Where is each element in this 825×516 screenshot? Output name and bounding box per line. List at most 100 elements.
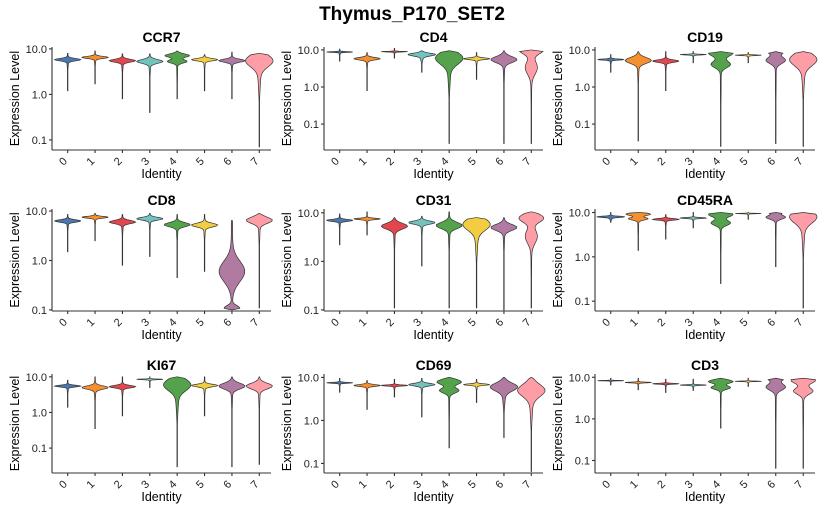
violin-cluster-5 [191, 54, 218, 92]
violin-cluster-7 [246, 212, 273, 309]
x-axis-label: Identity [141, 167, 182, 181]
y-tick-label: 1.0 [32, 407, 47, 419]
violin-cluster-5 [735, 212, 762, 220]
violin-cluster-4 [707, 51, 734, 147]
violin-cluster-4 [436, 377, 463, 449]
x-axis-label: Identity [685, 167, 726, 181]
x-tick-label: 5 [194, 316, 207, 329]
y-tick-label: 10.0 [298, 208, 319, 220]
violin-cluster-5 [462, 52, 491, 80]
violin-cluster-6 [490, 50, 518, 144]
x-tick-label: 2 [112, 316, 125, 329]
violin-cluster-5 [190, 376, 219, 417]
violin-cluster-7 [518, 49, 544, 144]
violin-cluster-3 [408, 378, 436, 418]
x-tick-label: 6 [221, 316, 234, 329]
violin-cluster-2 [652, 51, 680, 91]
violin-cluster-6 [490, 217, 518, 311]
x-tick-label: 6 [221, 155, 234, 168]
x-tick-label: 7 [249, 478, 262, 491]
violin-cluster-1 [625, 212, 651, 251]
x-tick-label: 0 [600, 478, 613, 491]
y-tick-label: 10.0 [26, 206, 47, 218]
x-tick-label: 1 [85, 155, 98, 168]
x-tick-label: 7 [793, 478, 806, 491]
violin-cluster-5 [462, 217, 491, 309]
violin-cluster-0 [597, 377, 624, 386]
x-tick-label: 1 [357, 316, 370, 329]
violin-cluster-1 [625, 377, 652, 391]
violin-cluster-4 [164, 50, 191, 100]
violin-cluster-3 [136, 53, 164, 113]
violin-cluster-3 [136, 212, 163, 257]
x-tick-label: 7 [521, 478, 534, 491]
violin-cluster-0 [326, 378, 353, 393]
violin-cluster-7 [518, 211, 545, 309]
y-axis-label: Expression Level [280, 51, 294, 146]
x-axis-label: Identity [685, 328, 726, 342]
y-tick-label: 1.0 [304, 415, 319, 427]
x-axis-label: Identity [413, 490, 454, 504]
violin-cluster-6 [765, 377, 787, 469]
y-axis-label: Expression Level [8, 212, 22, 307]
violin-cluster-2 [381, 48, 408, 59]
x-tick-label: 7 [521, 155, 534, 168]
x-tick-label: 5 [738, 155, 751, 168]
y-tick-label: 10.0 [298, 45, 319, 57]
panel-cd3: CD3 10.0 1.0 0.1 Expression Level Identity 0 1 2… [551, 357, 816, 504]
x-axis-label: Identity [141, 328, 182, 342]
violin-cluster-6 [217, 51, 246, 100]
panel-title: CD4 [419, 29, 447, 45]
violin-cluster-6 [765, 212, 787, 268]
y-tick-label: 1.0 [304, 82, 319, 94]
x-axis-label: Identity [685, 490, 726, 504]
x-tick-label: 6 [493, 316, 506, 329]
x-tick-label: 5 [194, 155, 207, 168]
violin-cluster-3 [680, 51, 707, 64]
x-tick-label: 5 [466, 155, 479, 168]
panel-title: CD31 [416, 192, 452, 208]
panel-title: CD45RA [677, 192, 733, 208]
x-tick-label: 2 [384, 155, 397, 168]
x-tick-label: 2 [655, 316, 668, 329]
x-tick-label: 0 [57, 478, 70, 491]
violin-cluster-3 [408, 215, 436, 267]
violin-cluster-2 [108, 53, 137, 100]
x-tick-label: 6 [493, 155, 506, 168]
violin-cluster-3 [679, 212, 708, 229]
violin-cluster-2 [651, 214, 681, 240]
x-tick-label: 1 [628, 155, 641, 168]
y-tick-label: 0.1 [575, 119, 590, 131]
x-tick-label: 1 [85, 316, 98, 329]
violin-cluster-5 [463, 379, 490, 403]
x-tick-label: 0 [57, 155, 70, 168]
y-tick-label: 10.0 [569, 372, 590, 384]
x-tick-label: 0 [329, 316, 342, 329]
violin-cluster-7 [245, 52, 274, 148]
violin-cluster-0 [326, 48, 353, 62]
y-tick-label: 10.0 [569, 45, 590, 57]
panel-cd45ra: CD45RA 10.0 1.0 0.1 Expression Level Identity… [551, 192, 818, 342]
violin-cluster-4 [708, 212, 734, 284]
y-tick-label: 10.0 [26, 372, 47, 384]
panel-title: CD19 [687, 29, 723, 45]
violin-cluster-3 [680, 378, 707, 391]
violin-cluster-1 [624, 51, 652, 142]
y-axis-label: Expression Level [551, 51, 565, 146]
x-tick-label: 1 [357, 155, 370, 168]
x-tick-label: 1 [357, 478, 370, 491]
y-axis-label: Expression Level [280, 212, 294, 307]
y-tick-label: 10.0 [26, 44, 47, 56]
violin-cluster-5 [190, 214, 219, 272]
x-tick-label: 2 [384, 316, 397, 329]
x-tick-label: 6 [221, 478, 234, 491]
y-tick-label: 0.1 [32, 443, 47, 455]
x-tick-label: 6 [765, 316, 778, 329]
y-tick-label: 0.1 [32, 305, 47, 317]
violin-cluster-7 [789, 51, 818, 147]
x-tick-label: 6 [765, 155, 778, 168]
violin-cluster-4 [163, 214, 191, 278]
violin-cluster-0 [53, 379, 83, 408]
violin-cluster-2 [380, 217, 409, 309]
